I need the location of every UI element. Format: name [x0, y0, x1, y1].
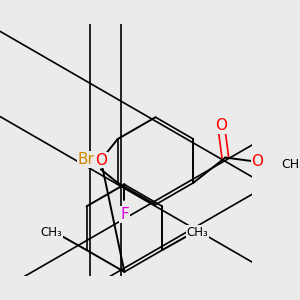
Text: O: O: [251, 154, 263, 169]
Text: CH₃: CH₃: [187, 226, 208, 239]
Text: O: O: [95, 153, 107, 168]
Text: Br: Br: [77, 152, 94, 167]
Text: F: F: [120, 207, 129, 222]
Text: O: O: [215, 118, 227, 133]
Text: CH₃: CH₃: [40, 226, 62, 239]
Text: CH₃: CH₃: [281, 158, 300, 171]
